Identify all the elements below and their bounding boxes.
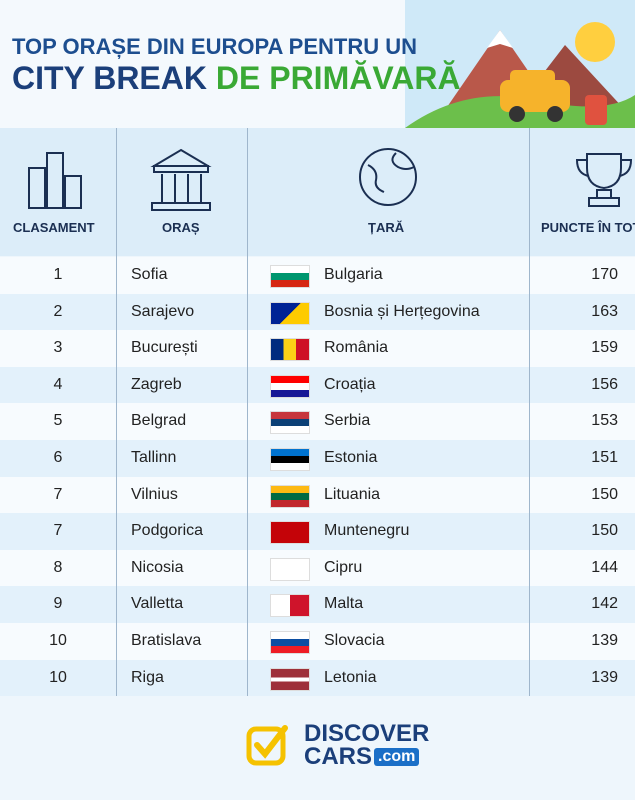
column-divider [116,128,117,696]
flag [270,484,310,508]
points: 151 [591,449,618,466]
country: Cipru [324,558,363,576]
column-divider [247,128,248,696]
country: Slovacia [324,632,385,649]
country: Serbia [324,412,371,430]
rank: 10 [49,668,67,686]
country: Malta [324,595,364,613]
footer [0,696,635,800]
flag [270,557,310,581]
points: 142 [591,595,618,613]
title-part: CITY BREAK [12,60,207,96]
city: Valletta [131,595,184,613]
points: 156 [591,375,618,393]
title-line: TOP ORAȘE DIN EUROPA PENTRU UN [12,34,418,59]
flag [270,594,310,618]
country: Estonia [324,449,378,466]
rank: 8 [53,558,63,576]
flag [270,411,310,435]
flag [270,338,310,362]
column-header: PUNCTE ÎN TOTAL [541,220,635,235]
column-divider [529,128,530,696]
country: Muntenegru [324,522,410,540]
rank: 6 [53,449,63,466]
city: Nicosia [131,558,184,576]
country: Lituania [324,485,381,503]
rank: 3 [53,339,63,357]
table-header [0,128,635,256]
flag [270,521,310,545]
country: Letonia [324,668,377,686]
flag [270,265,310,288]
points: 150 [591,522,618,540]
city: Vilnius [131,485,178,503]
trophy-icon [575,153,633,207]
column-header: ȚARĂ [368,220,405,235]
title-part: DE PRIMĂVARĂ [215,60,461,96]
country: România [324,339,389,357]
podium-icon [28,152,82,209]
flag [270,631,310,654]
points: 153 [591,412,618,430]
city: Zagreb [131,375,182,393]
city: Sofia [131,266,168,283]
city: Bratislava [131,632,202,649]
logo-icon [246,725,288,766]
rank: 4 [53,375,63,393]
rank: 5 [53,412,63,430]
points: 144 [591,558,618,576]
city: Riga [131,668,164,686]
column-header: CLASAMENT [13,220,95,235]
rank: 10 [49,632,67,649]
points: 163 [591,302,618,320]
rank: 9 [53,595,63,613]
rank: 2 [53,302,63,320]
logo-text: CARS [304,743,373,770]
points: 139 [591,632,618,649]
rank: 1 [53,266,63,283]
rank: 7 [53,485,63,503]
city: Podgorica [131,522,204,540]
city: Belgrad [131,412,187,430]
flag [270,374,310,398]
flag [270,301,310,325]
scenery [405,0,635,128]
rank: 7 [53,522,63,540]
city: Tallinn [131,449,177,466]
country: Bulgaria [324,266,383,283]
logo-text: DISCOVER [304,720,430,747]
title: CITY BREAK DE PRIMĂVARĂ [12,60,461,97]
country: Croația [324,375,376,393]
country: Bosnia și Herțegovina [324,302,480,320]
building-icon [150,148,212,211]
column-header: ORAȘ [162,220,200,235]
points: 159 [591,339,618,357]
globe-icon [359,148,417,206]
points: 150 [591,485,618,503]
flag [270,448,310,471]
logo-suffix: .com [374,748,420,766]
points: 139 [591,668,618,686]
flag [270,667,310,691]
points: 170 [591,266,618,283]
city: Sarajevo [131,302,195,320]
city: București [131,339,198,357]
